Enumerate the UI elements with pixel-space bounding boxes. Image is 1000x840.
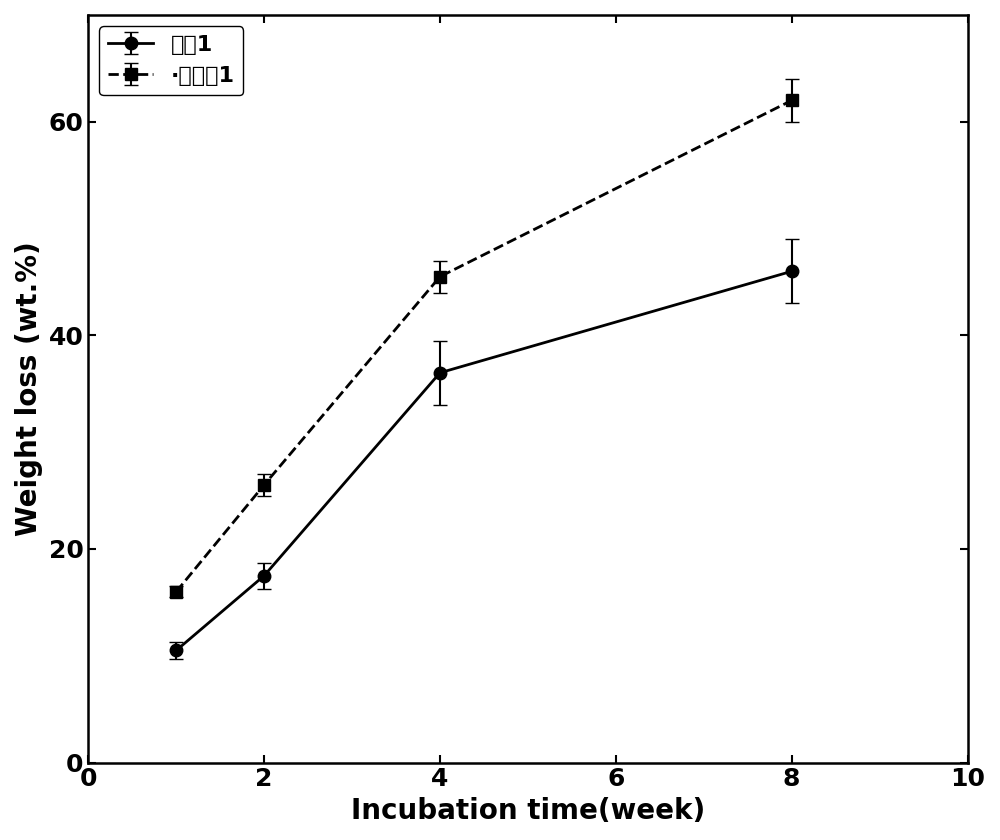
Legend: 对比1, ·实施例1: 对比1, ·实施例1 <box>99 26 243 95</box>
Y-axis label: Weight loss (wt.%): Weight loss (wt.%) <box>15 241 43 536</box>
X-axis label: Incubation time(week): Incubation time(week) <box>351 797 705 825</box>
